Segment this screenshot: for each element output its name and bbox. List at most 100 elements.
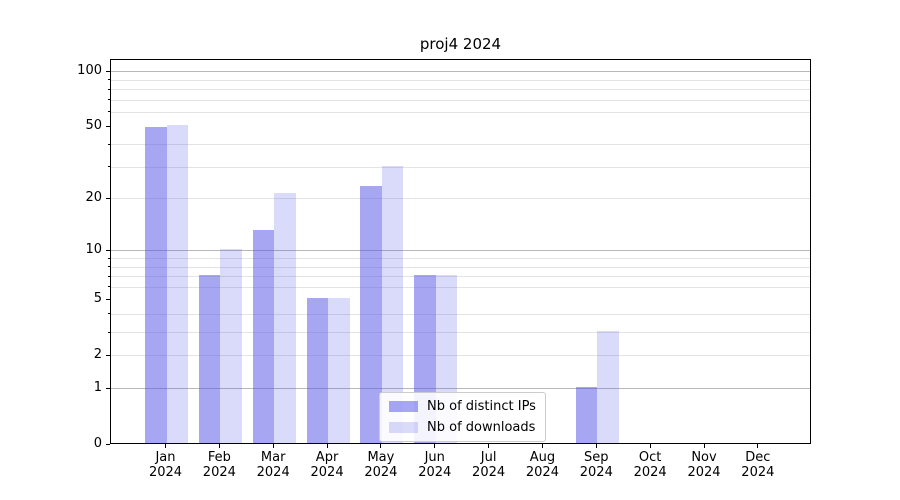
gridline xyxy=(111,89,810,91)
gridline xyxy=(111,266,810,268)
x-tick-year: 2024 xyxy=(687,465,721,480)
gridline xyxy=(111,286,810,288)
bar-downloads xyxy=(381,165,404,443)
x-tick-mark xyxy=(649,444,651,448)
gridline xyxy=(111,250,810,252)
x-tick-mark xyxy=(595,444,597,448)
y-tick-mark xyxy=(106,387,110,389)
y-tick-label: 5 xyxy=(93,290,102,306)
x-tick-month: Jul xyxy=(480,450,497,465)
x-tick-year: 2024 xyxy=(256,465,290,480)
y-tick-mark xyxy=(106,443,110,445)
x-tick-label: Sep 2024 xyxy=(566,450,626,480)
x-tick-mark xyxy=(488,444,490,448)
gridline xyxy=(111,332,810,334)
y-tick-mark xyxy=(106,70,110,72)
y-tick-mark xyxy=(106,249,110,251)
gridline xyxy=(111,276,810,278)
y-tick-mark xyxy=(106,125,110,127)
gridline xyxy=(111,111,810,113)
y-minor-tick-mark xyxy=(107,266,110,267)
y-minor-tick-mark xyxy=(107,79,110,81)
gridline xyxy=(111,79,810,81)
x-tick-mark xyxy=(703,444,705,448)
x-tick-year: 2024 xyxy=(579,465,613,480)
y-tick-label: 1 xyxy=(93,379,102,395)
gridline xyxy=(111,198,810,200)
bar-distinct-ips xyxy=(252,229,275,443)
x-tick-label: Feb 2024 xyxy=(189,450,249,480)
x-tick-year: 2024 xyxy=(633,465,667,480)
x-tick-month: Dec xyxy=(745,450,771,465)
x-tick-month: Apr xyxy=(315,450,339,465)
bar-distinct-ips xyxy=(360,186,382,443)
gridline xyxy=(111,71,810,73)
legend-label-downloads: Nb of downloads xyxy=(427,420,536,435)
x-tick-month: May xyxy=(367,450,395,465)
x-tick-year: 2024 xyxy=(202,465,236,480)
x-tick-label: Aug 2024 xyxy=(512,450,572,480)
y-tick-label: 20 xyxy=(85,189,102,205)
x-tick-label: Mar 2024 xyxy=(243,450,303,480)
y-minor-tick-mark xyxy=(107,331,110,333)
legend-swatch-distinct-ips xyxy=(389,401,418,412)
x-tick-label: May 2024 xyxy=(351,450,411,480)
y-minor-tick-mark xyxy=(107,354,110,356)
plot-area: Nb of distinct IPs Nb of downloads xyxy=(110,59,811,444)
x-tick-mark xyxy=(380,444,382,448)
x-tick-month: Mar xyxy=(260,450,286,465)
y-tick-label: 0 xyxy=(93,435,102,451)
bar-downloads xyxy=(328,298,350,443)
y-minor-tick-mark xyxy=(107,99,110,101)
legend-item-downloads: Nb of downloads xyxy=(389,420,536,435)
legend-label-distinct-ips: Nb of distinct IPs xyxy=(427,399,536,414)
x-tick-month: Nov xyxy=(691,450,717,465)
gridline xyxy=(111,388,810,389)
x-tick-mark xyxy=(272,444,274,448)
x-tick-month: Jan xyxy=(155,450,176,465)
bar-distinct-ips xyxy=(575,387,598,443)
gridline xyxy=(111,144,810,146)
x-tick-label: Oct 2024 xyxy=(620,450,680,480)
x-tick-year: 2024 xyxy=(148,465,183,480)
x-tick-month: Aug xyxy=(529,450,556,465)
y-minor-tick-mark xyxy=(107,257,110,259)
y-minor-tick-mark xyxy=(107,275,110,277)
bar-downloads xyxy=(220,249,242,443)
x-tick-year: 2024 xyxy=(364,465,398,480)
y-minor-tick-mark xyxy=(107,197,110,199)
y-minor-tick-mark xyxy=(107,143,110,145)
y-tick-mark xyxy=(106,298,110,300)
x-tick-label: Jun 2024 xyxy=(405,450,465,480)
x-tick-label: Jul 2024 xyxy=(459,450,519,480)
gridline xyxy=(111,313,810,315)
x-tick-year: 2024 xyxy=(525,465,559,480)
y-minor-tick-mark xyxy=(107,88,110,90)
gridline xyxy=(111,355,810,357)
legend: Nb of distinct IPs Nb of downloads xyxy=(379,392,546,442)
x-tick-month: Sep xyxy=(584,450,609,465)
x-tick-mark xyxy=(434,444,436,448)
x-tick-year: 2024 xyxy=(741,465,775,480)
y-minor-tick-mark xyxy=(107,286,110,288)
y-tick-label: 2 xyxy=(93,346,102,362)
y-minor-tick-mark xyxy=(107,111,110,113)
y-tick-label: 100 xyxy=(77,62,102,78)
bar-downloads xyxy=(597,331,619,443)
x-tick-mark xyxy=(165,444,166,448)
x-tick-year: 2024 xyxy=(310,465,344,480)
gridline xyxy=(111,258,810,259)
x-tick-label: Jan 2024 xyxy=(136,450,196,480)
x-tick-label: Apr 2024 xyxy=(297,450,357,480)
bar-distinct-ips xyxy=(306,298,329,443)
x-tick-year: 2024 xyxy=(418,465,452,480)
y-minor-tick-mark xyxy=(107,166,110,168)
x-tick-mark xyxy=(757,444,759,448)
y-minor-tick-mark xyxy=(107,313,110,315)
x-tick-month: Oct xyxy=(638,450,662,465)
x-tick-year: 2024 xyxy=(472,465,506,480)
gridline xyxy=(111,166,810,168)
bar-downloads xyxy=(166,125,188,443)
x-tick-label: Nov 2024 xyxy=(674,450,734,480)
